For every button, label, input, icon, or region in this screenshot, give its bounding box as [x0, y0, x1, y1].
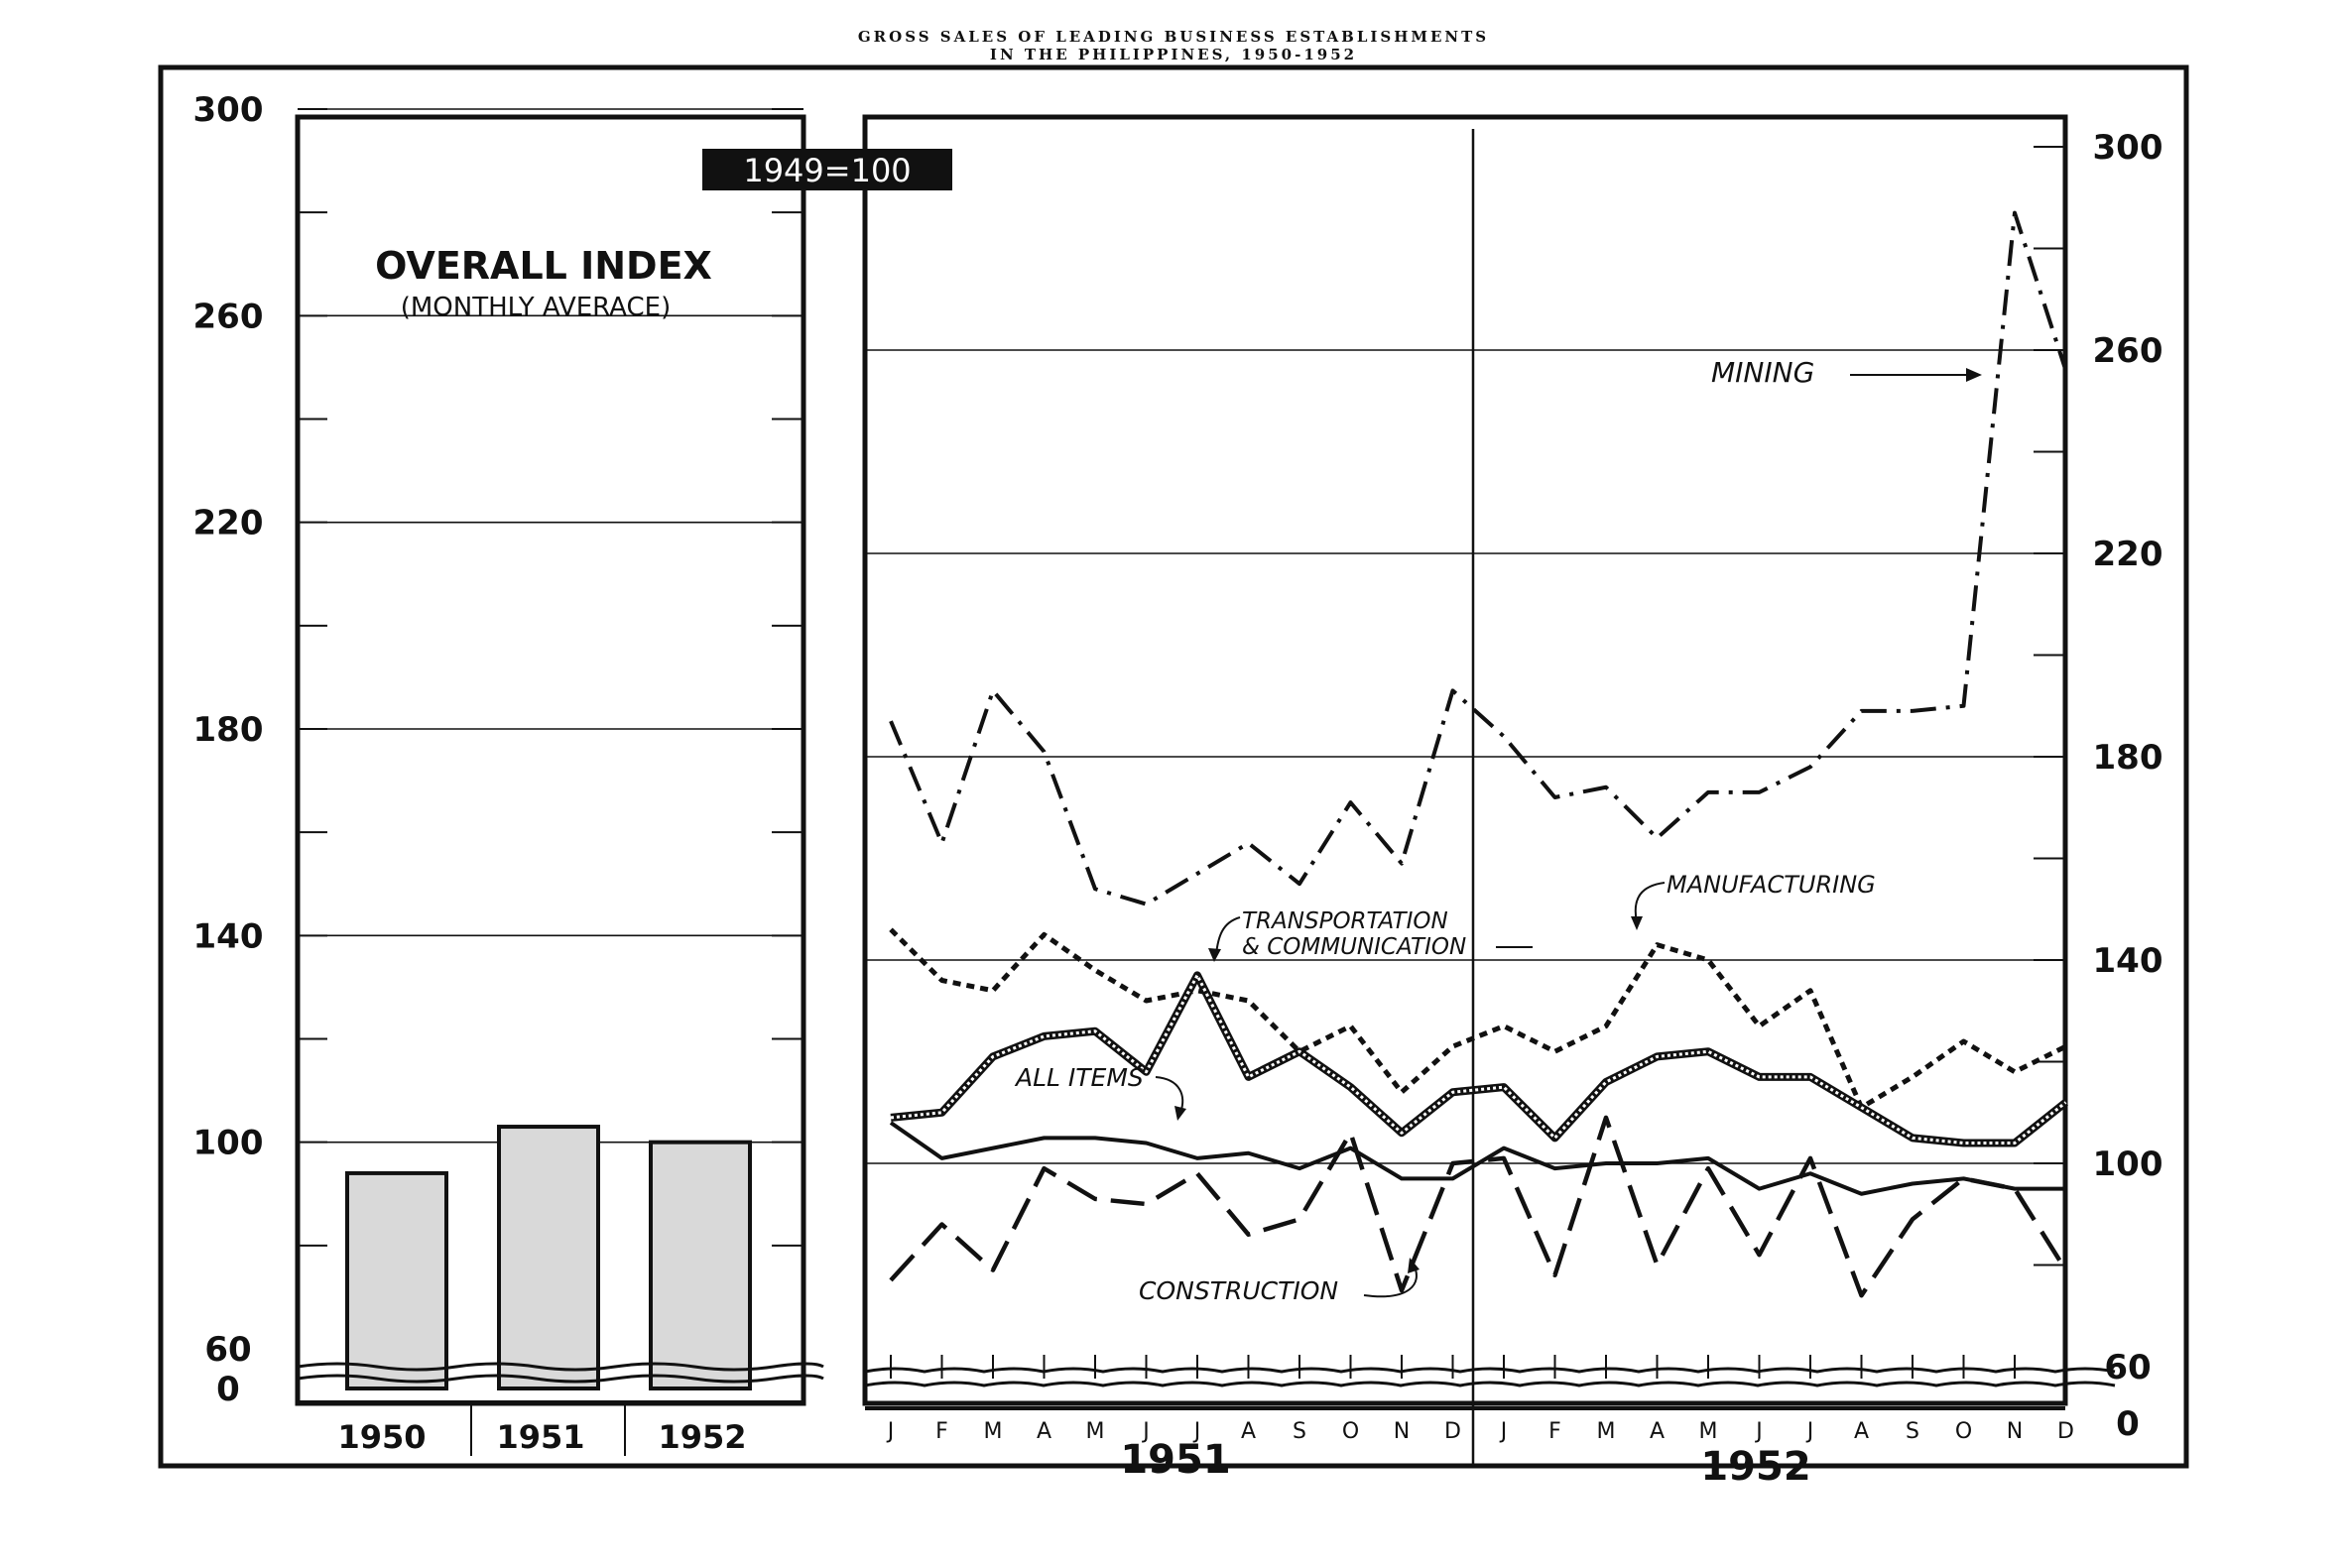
category-label-1950: 1950	[337, 1418, 426, 1456]
monthly-series	[889, 210, 2068, 1298]
y-tick-label-180: 180	[2093, 738, 2163, 778]
overall-index-axis-break	[297, 1362, 824, 1404]
transportation-label-line-1: TRANSPORTATION	[1242, 908, 1448, 934]
y-tick-label-260: 260	[2093, 331, 2163, 371]
overall-index-panel: 1950 1951 1952 OVERALL INDEX (MONTHLY AVER…	[295, 108, 824, 1456]
month-label-20: S	[1906, 1419, 1919, 1444]
chart-title-line-2: IN THE PHILIPPINES, 1950-1952	[989, 46, 1358, 63]
month-label-19: A	[1854, 1419, 1869, 1444]
monthly-frame	[862, 114, 2068, 1406]
y-tick-label-180: 180	[193, 710, 264, 750]
base-label: 1949=100	[743, 152, 911, 189]
bar-1950	[345, 1170, 448, 1390]
month-label-4: M	[1086, 1419, 1105, 1444]
series-line-transportation-communication	[890, 971, 2068, 1147]
category-label-1951: 1951	[496, 1418, 584, 1456]
transportation-label-line-2: & COMMUNICATION	[1242, 934, 1466, 960]
series-line-construction	[889, 1115, 2068, 1298]
base-label-box	[702, 149, 952, 190]
month-label-2: M	[984, 1419, 1003, 1444]
series-line-mining	[889, 210, 2068, 906]
manufacturing-label: MANUFACTURING	[1667, 871, 1876, 899]
monthly-grid	[865, 349, 2065, 1164]
month-label-10: N	[1394, 1419, 1410, 1444]
monthly-panel: J F M A M J J A S O N D J F M A M J J A S O N D 1951 1952	[862, 114, 2116, 1490]
overall-index-y-ticks	[298, 108, 803, 1247]
break-wave-upper	[297, 1362, 824, 1372]
y-tick-label-300: 300	[193, 90, 264, 130]
y-tick-label-140: 140	[193, 916, 264, 956]
y-tick-label-60: 60	[204, 1330, 251, 1370]
month-label-16: M	[1699, 1419, 1718, 1444]
manufacturing-arrow	[1634, 882, 1666, 923]
monthly-axis-break	[864, 1367, 2116, 1410]
right-y-axis-labels: 0 60 100 140 180 220 260 300	[2093, 128, 2163, 1444]
month-label-7: A	[1241, 1419, 1256, 1444]
y-tick-label-300: 300	[2093, 128, 2163, 168]
y-tick-label-100: 100	[2093, 1145, 2163, 1184]
transportation-arrow-head	[1208, 948, 1221, 962]
overall-index-categories: 1950 1951 1952	[337, 1402, 747, 1456]
month-label-23: D	[2057, 1419, 2074, 1444]
transportation-arrow	[1215, 916, 1241, 955]
month-label-1: F	[935, 1419, 948, 1444]
series-annotations: MINING MANUFACTURING TRANSPORTATION & CO…	[1014, 356, 1982, 1305]
month-label-15: A	[1650, 1419, 1665, 1444]
y-tick-label-0: 0	[2116, 1404, 2140, 1444]
month-label-8: S	[1293, 1419, 1306, 1444]
mining-arrow-head	[1966, 368, 1982, 382]
series-line-inner-transportation-communication	[890, 973, 2067, 1145]
construction-label: CONSTRUCTION	[1139, 1276, 1338, 1305]
month-label-21: O	[1955, 1419, 1972, 1444]
y-tick-label-0: 0	[216, 1370, 240, 1409]
y-tick-label-260: 260	[193, 297, 264, 336]
chart-title-line-1: GROSS SALES OF LEADING BUSINESS ESTABLIS…	[857, 28, 1490, 46]
mining-label: MINING	[1711, 356, 1814, 389]
series-line-manufacturing	[889, 927, 2067, 1111]
month-label-22: N	[2007, 1419, 2023, 1444]
y-tick-label-100: 100	[193, 1124, 264, 1163]
bar-1951	[497, 1125, 600, 1390]
left-y-axis-labels: 060 100 140 180 220 260 300	[193, 90, 264, 1409]
manufacturing-arrow-head	[1631, 916, 1643, 930]
month-label-0: J	[886, 1419, 895, 1444]
break-wave-lower	[297, 1374, 824, 1384]
y-tick-label-220: 220	[2093, 535, 2163, 574]
break-wave-lower	[864, 1381, 2116, 1387]
y-tick-label-220: 220	[193, 504, 264, 543]
month-label-14: M	[1597, 1419, 1616, 1444]
all-items-arrow-head	[1174, 1106, 1186, 1121]
month-label-18: J	[1805, 1419, 1814, 1444]
monthly-y-ticks	[890, 146, 2067, 1379]
series-line-all-items	[889, 1121, 2066, 1196]
month-label-9: O	[1342, 1419, 1359, 1444]
month-label-12: J	[1499, 1419, 1508, 1444]
outer-frame	[158, 64, 2189, 1469]
overall-index-title: OVERALL INDEX	[375, 244, 712, 288]
y-tick-label-140: 140	[2093, 941, 2163, 981]
month-label-17: J	[1754, 1419, 1763, 1444]
year-label-1952: 1952	[1700, 1444, 1810, 1490]
month-label-5: J	[1141, 1419, 1150, 1444]
all-items-label: ALL ITEMS	[1014, 1063, 1144, 1092]
construction-arrow-head	[1408, 1258, 1420, 1273]
y-tick-label-60: 60	[2104, 1348, 2151, 1387]
month-label-11: D	[1444, 1419, 1461, 1444]
month-label-13: F	[1548, 1419, 1561, 1444]
year-label-1951: 1951	[1120, 1437, 1230, 1483]
break-wave-upper	[864, 1367, 2116, 1374]
overall-index-subtitle: (MONTHLY AVERACE)	[401, 293, 672, 322]
overall-index-bars	[345, 1125, 752, 1390]
month-label-6: J	[1192, 1419, 1201, 1444]
category-label-1952: 1952	[658, 1418, 746, 1456]
bar-1952	[649, 1140, 752, 1390]
month-label-3: A	[1037, 1419, 1051, 1444]
